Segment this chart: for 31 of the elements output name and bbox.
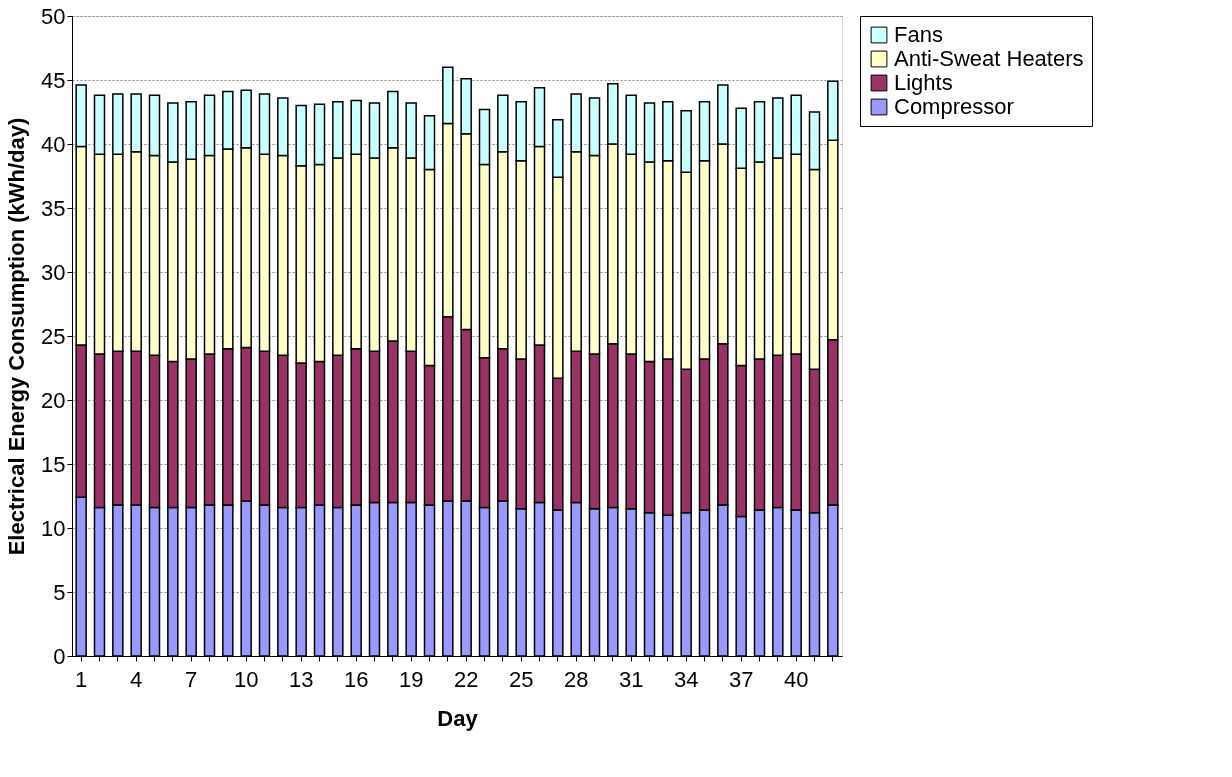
y-tick-label: 10	[41, 515, 66, 541]
y-tick-label: 5	[53, 579, 66, 605]
x-tick-label: 25	[508, 666, 534, 692]
x-tick-label: 16	[343, 666, 369, 692]
legend-label: Fans	[894, 22, 943, 47]
x-tick-label: 13	[288, 666, 314, 692]
y-tick-label: 20	[41, 387, 66, 413]
x-tick-label: 1	[75, 666, 88, 692]
y-tick-label: 30	[41, 259, 66, 285]
y-tick-label: 35	[41, 195, 66, 221]
legend-label: Lights	[894, 70, 953, 95]
y-tick-label: 45	[41, 67, 66, 93]
legend-label: Compressor	[894, 94, 1014, 119]
x-tick-label: 40	[783, 666, 809, 692]
y-tick-label: 40	[41, 131, 66, 157]
y-axis-title: Electrical Energy Consumption (kWh/day)	[4, 117, 30, 556]
x-tick-label: 37	[728, 666, 754, 692]
legend-label: Anti-Sweat Heaters	[894, 46, 1084, 71]
x-tick-label: 7	[185, 666, 198, 692]
y-tick-label: 25	[41, 323, 66, 349]
x-tick-label: 4	[130, 666, 143, 692]
x-tick-label: 31	[618, 666, 644, 692]
x-tick-label: 10	[233, 666, 259, 692]
x-axis-title: Day	[437, 705, 479, 731]
y-tick-label: 50	[41, 3, 66, 29]
y-tick-label: 15	[41, 451, 66, 477]
x-tick-label: 28	[563, 666, 589, 692]
y-tick-label: 0	[53, 643, 66, 669]
x-tick-label: 34	[673, 666, 699, 692]
x-tick-label: 19	[398, 666, 424, 692]
x-tick-label: 22	[453, 666, 479, 692]
